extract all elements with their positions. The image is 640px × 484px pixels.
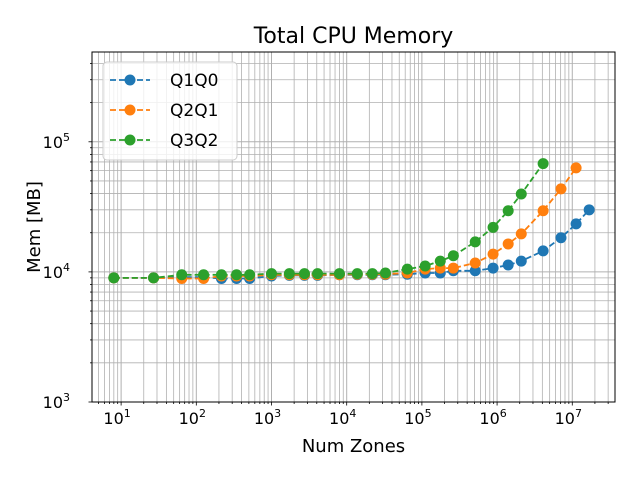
legend-label: Q1Q0	[170, 71, 218, 91]
x-tick-label: 107	[555, 407, 582, 428]
data-point	[502, 238, 514, 250]
data-point	[379, 267, 391, 279]
data-point	[266, 268, 278, 280]
data-point	[515, 255, 527, 267]
legend-entry: Q1Q0	[110, 71, 218, 91]
legend-marker	[124, 104, 136, 116]
data-point	[487, 262, 499, 274]
chart-title: Total CPU Memory	[253, 24, 454, 49]
plot-frame	[91, 51, 616, 403]
data-point	[487, 248, 499, 260]
series-line	[113, 209, 590, 280]
data-point	[419, 260, 431, 272]
x-tick-label: 102	[179, 407, 206, 428]
data-point	[148, 272, 160, 284]
data-point	[283, 268, 295, 280]
data-point	[555, 232, 567, 244]
data-point	[298, 268, 310, 280]
data-point	[447, 262, 459, 274]
x-tick-label: 101	[103, 407, 130, 428]
data-point	[515, 228, 527, 240]
legend: Q1Q0 Q2Q1 Q3Q2	[102, 61, 238, 161]
x-tick-label: 105	[404, 407, 431, 428]
data-point	[570, 218, 582, 230]
series-lines	[108, 158, 595, 284]
data-point	[244, 269, 256, 281]
y-tick-label: 103	[43, 391, 70, 412]
data-point	[447, 250, 459, 262]
series-Q3Q2	[108, 158, 549, 284]
legend-marker	[124, 74, 136, 86]
data-point	[537, 205, 549, 217]
x-tick-label: 104	[329, 407, 356, 428]
data-point	[198, 269, 210, 281]
data-point	[401, 263, 413, 275]
y-axis-label: Mem [MB]	[24, 181, 45, 273]
data-point	[351, 268, 363, 280]
x-axis-label: Num Zones	[302, 436, 405, 457]
legend-entry: Q3Q2	[110, 131, 218, 151]
data-point	[502, 205, 514, 217]
data-point	[537, 245, 549, 257]
data-point	[366, 268, 378, 280]
data-point	[537, 158, 549, 170]
data-point	[312, 268, 324, 280]
data-point	[434, 255, 446, 267]
data-point	[515, 188, 527, 200]
y-tick-label: 104	[43, 261, 70, 282]
y-tick-label: 105	[43, 131, 70, 152]
data-point	[231, 269, 243, 281]
data-point	[176, 269, 188, 281]
legend-marker	[124, 134, 136, 146]
x-tick-label: 106	[479, 407, 506, 428]
data-point	[108, 272, 120, 284]
data-point	[215, 269, 227, 281]
x-tick-label: 103	[254, 407, 281, 428]
data-point	[469, 236, 481, 248]
ticks: 101 102 103 104 105 106 107 103 104 105	[43, 63, 609, 428]
data-point	[469, 257, 481, 269]
legend-label: Q3Q2	[170, 131, 218, 151]
data-point	[555, 183, 567, 195]
data-point	[333, 268, 345, 280]
legend-label: Q2Q1	[170, 101, 218, 121]
legend-entry: Q2Q1	[110, 101, 218, 121]
data-point	[487, 221, 499, 233]
data-point	[469, 265, 481, 277]
data-point	[502, 259, 514, 271]
data-point	[570, 162, 582, 174]
data-point	[583, 204, 595, 216]
